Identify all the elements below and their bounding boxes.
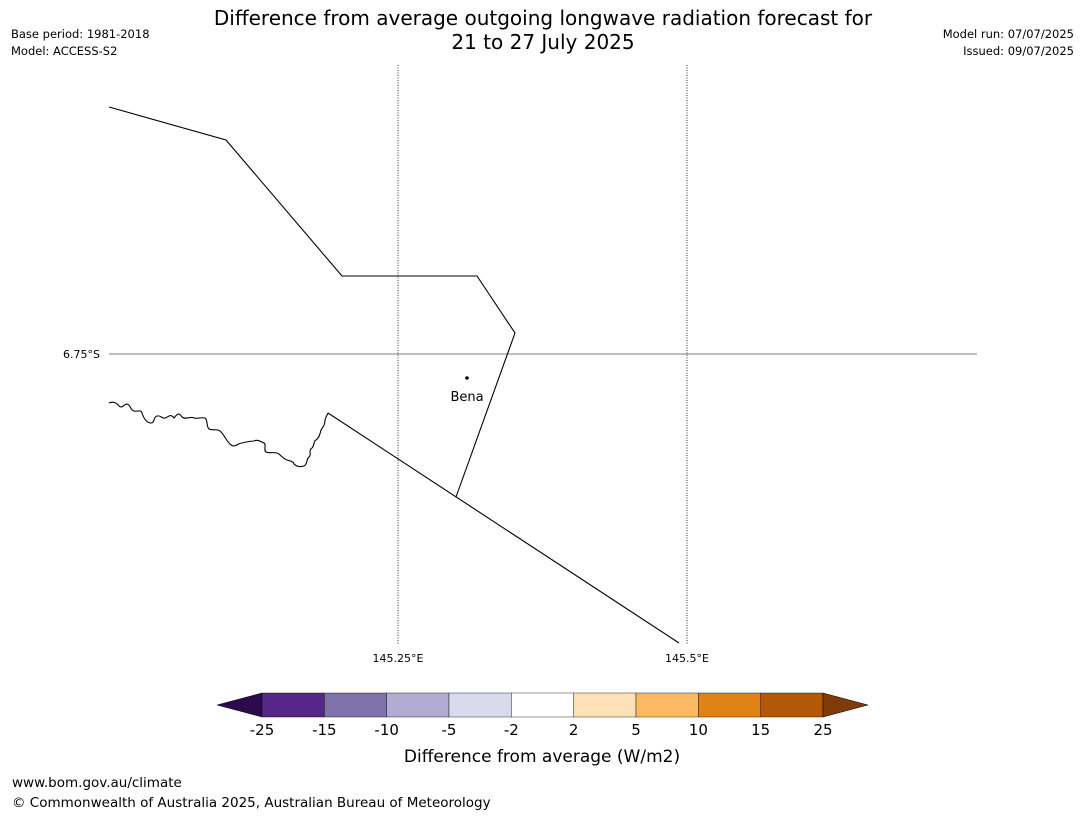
- colorbar-tick-label: 10: [689, 721, 708, 739]
- colorbar-bin: [698, 692, 761, 718]
- colorbar-tick-label: -10: [374, 721, 399, 739]
- colorbar-tick-label: 2: [569, 721, 579, 739]
- meta-left: Base period: 1981-2018 Model: ACCESS-S2: [11, 26, 150, 60]
- issued-date: Issued: 09/07/2025: [963, 44, 1074, 58]
- colorbar-legend: -25 -15 -10 -5 -2 2 5 10 15 25 Difference from av…: [216, 692, 869, 767]
- footer-copyright: © Commonwealth of Australia 2025, Austra…: [12, 795, 491, 811]
- coastline: [108, 401, 329, 468]
- colorbar-bin: [511, 692, 574, 718]
- colorbar-title: Difference from average (W/m2): [404, 747, 680, 767]
- colorbar-extend-high: [822, 692, 869, 718]
- province-boundary-south: [327, 412, 680, 644]
- colorbar-tick-label: 5: [631, 721, 641, 739]
- colorbar-tick-label: 25: [813, 721, 832, 739]
- bena-location-marker: [465, 376, 469, 380]
- title-line-2: 21 to 27 July 2025: [451, 30, 635, 54]
- lat-label-6-75s: 6.75°S: [63, 348, 100, 361]
- colorbar-tick-label: -5: [442, 721, 457, 739]
- colorbar-tick-label: -15: [312, 721, 337, 739]
- colorbar-bin: [573, 692, 637, 718]
- colorbar-extend-low: [216, 692, 263, 718]
- colorbar-tick-label: 15: [751, 721, 770, 739]
- colorbar-bin: [635, 692, 699, 718]
- lon-label-145-5e: 145.5°E: [665, 652, 709, 665]
- colorbar-bin: [448, 692, 512, 718]
- colorbar-tick-label: -2: [504, 721, 519, 739]
- colorbar-bin: [261, 692, 325, 718]
- province-boundary-north: [108, 106, 516, 498]
- title-line-1: Difference from average outgoing longwav…: [213, 6, 873, 30]
- colorbar-bin: [760, 692, 824, 718]
- model-name: Model: ACCESS-S2: [11, 44, 118, 58]
- colorbar-bin: [386, 692, 450, 718]
- colorbar-bins: [261, 692, 824, 718]
- footer-url: www.bom.gov.au/climate: [12, 775, 182, 791]
- map-title: Difference from average outgoing longwav…: [193, 6, 893, 54]
- bena-label: Bena: [450, 390, 483, 405]
- meta-right: Model run: 07/07/2025 Issued: 09/07/2025: [943, 26, 1074, 60]
- model-run: Model run: 07/07/2025: [942, 27, 1074, 41]
- colorbar-bin: [324, 692, 387, 718]
- base-period: Base period: 1981-2018: [11, 27, 150, 41]
- colorbar-tick-labels: -25 -15 -10 -5 -2 2 5 10 15 25: [250, 721, 833, 739]
- colorbar-tick-label: -25: [250, 721, 275, 739]
- lon-label-145-25e: 145.25°E: [373, 652, 424, 665]
